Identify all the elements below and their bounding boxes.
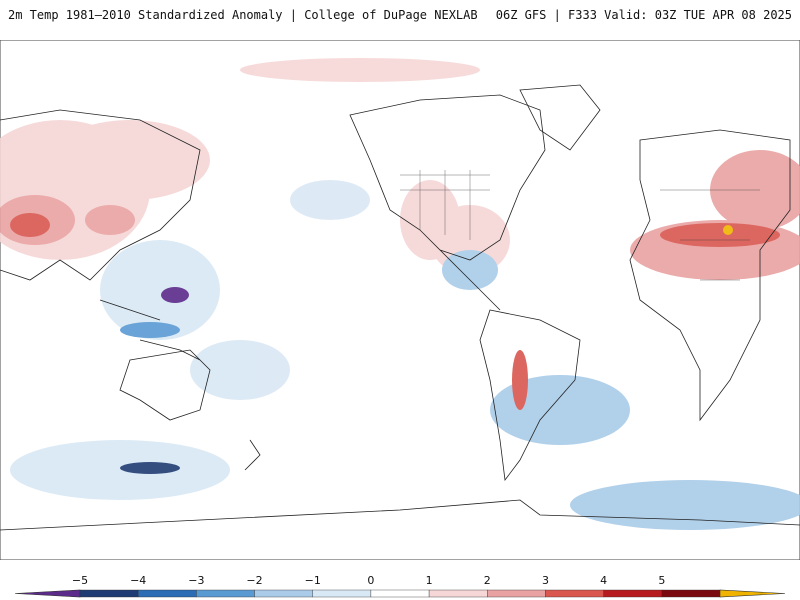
run-valid-label: 06Z GFS | F333 Valid: 03Z TUE APR 08 202… xyxy=(495,8,792,22)
colorbar-band xyxy=(370,589,430,598)
colorbar-band xyxy=(428,589,488,598)
colorbar-tick-label: −1 xyxy=(305,574,321,587)
colorbar-band xyxy=(603,589,663,598)
global-anomaly-map xyxy=(0,40,800,560)
map-title: 2m Temp 1981–2010 Standardized Anomaly |… xyxy=(8,8,478,22)
colorbar-tick-label: −5 xyxy=(72,574,88,587)
colorbar: −5 −4 −3 −2 −1 0 1 2 3 4 5 xyxy=(14,574,786,598)
colorbar-tick-label: 4 xyxy=(600,574,607,587)
colorbar-tick-label: 1 xyxy=(426,574,433,587)
header-bar: 2m Temp 1981–2010 Standardized Anomaly |… xyxy=(0,0,800,40)
colorbar-band xyxy=(487,589,546,598)
colorbar-tick-label: 3 xyxy=(542,574,549,587)
colorbar-band xyxy=(312,589,372,598)
colorbar-band xyxy=(196,589,255,598)
colorbar-band xyxy=(79,589,139,598)
borders xyxy=(400,170,760,281)
colorbar-band xyxy=(137,589,197,598)
colorbar-tick-label: 2 xyxy=(484,574,491,587)
colorbar-band xyxy=(545,589,604,598)
colorbar-band xyxy=(661,589,721,598)
colorbar-band xyxy=(254,589,313,598)
colorbar-tick-label: 5 xyxy=(658,574,665,587)
colorbar-tick-label: −2 xyxy=(246,574,262,587)
colorbar-tick-label: 0 xyxy=(367,574,374,587)
colorbar-right-extension xyxy=(719,589,786,598)
colorbar-left-extension xyxy=(14,589,81,598)
coastlines xyxy=(0,84,800,531)
colorbar-tick-label: −3 xyxy=(188,574,204,587)
colorbar-tick-label: −4 xyxy=(130,574,146,587)
